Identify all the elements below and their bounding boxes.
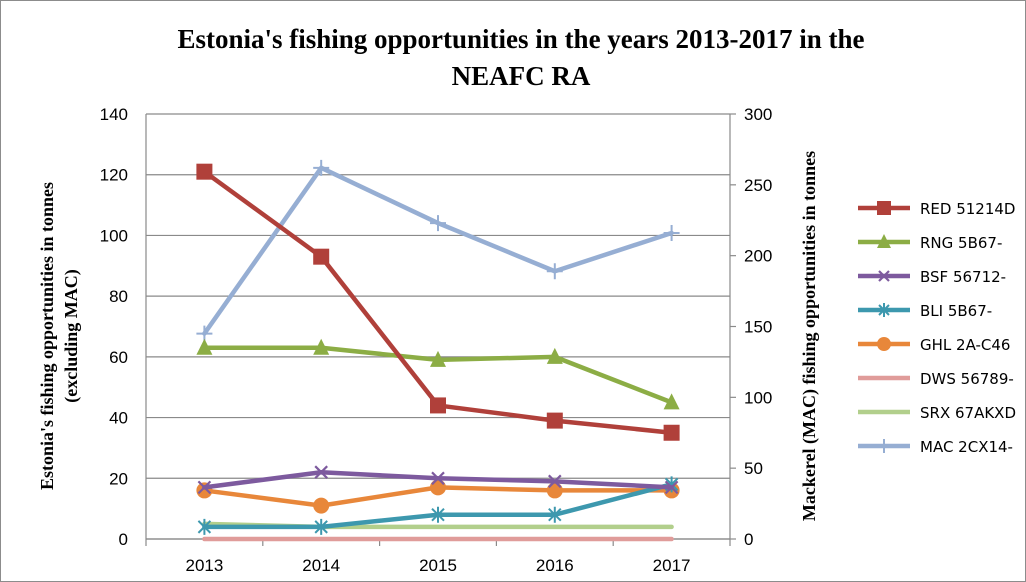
y-axis-left-label-line1: Estonia's fishing opportunities in tonne… xyxy=(37,182,57,490)
data-point xyxy=(430,397,446,414)
y-left-tick-label: 0 xyxy=(119,530,128,549)
legend-label: MAC 2CX14- xyxy=(920,438,1013,456)
x-tick-label: 2013 xyxy=(185,556,223,575)
data-point xyxy=(313,338,330,355)
legend-item: BLI 5B67- xyxy=(858,302,992,320)
gridlines xyxy=(146,113,730,540)
y-right-tick-label: 150 xyxy=(744,318,772,337)
data-point xyxy=(663,393,680,410)
data-point xyxy=(196,338,213,355)
data-point xyxy=(430,350,446,367)
legend-label: RED 51214D xyxy=(920,200,1016,218)
series-line xyxy=(202,165,674,336)
y-right-tick-label: 100 xyxy=(744,388,772,407)
legend-label: RNG 5B67- xyxy=(920,234,1002,252)
y-left-tick-label: 40 xyxy=(109,409,128,428)
data-point xyxy=(663,424,680,441)
data-point xyxy=(548,474,562,489)
legend-label: GHL 2A-C46 xyxy=(920,336,1010,354)
legend-label: SRX 67AKXD xyxy=(920,404,1016,422)
legend-item: GHL 2A-C46 xyxy=(858,336,1010,354)
data-point xyxy=(431,471,445,486)
y-axis-left-label-line2: (excluding MAC) xyxy=(61,269,82,403)
data-point xyxy=(197,518,212,535)
legend-label: BLI 5B67- xyxy=(920,302,992,320)
legend-item: BSF 56712- xyxy=(858,268,1006,286)
data-point xyxy=(430,479,446,496)
data-point xyxy=(877,439,891,453)
legend-item: RNG 5B67- xyxy=(858,234,1002,252)
data-point xyxy=(546,347,563,364)
y-right-tick-label: 50 xyxy=(744,459,763,478)
y-axis-right-label: Mackerel (MAC) fishing opportunities in … xyxy=(799,151,820,521)
legend: RED 51214D RNG 5B67- BSF 56712- BLI 5B67- GH… xyxy=(858,200,1016,456)
data-point xyxy=(314,518,328,535)
data-point xyxy=(313,248,330,265)
y-left-tick-label: 20 xyxy=(109,469,128,488)
chart-title-line2: NEAFC RA xyxy=(452,61,591,91)
x-tick-label: 2017 xyxy=(653,556,691,575)
legend-label: BSF 56712- xyxy=(920,268,1006,286)
data-point xyxy=(878,270,890,282)
series-line xyxy=(202,169,674,435)
axes: 0 20 40 60 80 100 120 140 0 50 100 150 200 250 300 2013… xyxy=(100,105,773,575)
x-tick-label: 2015 xyxy=(419,556,457,575)
data-point xyxy=(430,215,446,232)
y-right-tick-label: 300 xyxy=(744,105,772,124)
x-tick-label: 2016 xyxy=(536,556,574,575)
y-right-tick-label: 0 xyxy=(744,530,753,549)
data-point xyxy=(431,506,445,523)
y-left-tick-label: 140 xyxy=(100,105,128,124)
y-left-tick-label: 120 xyxy=(100,166,128,185)
data-point xyxy=(546,412,563,429)
y-left-tick-label: 100 xyxy=(100,226,128,245)
data-point xyxy=(877,234,891,248)
data-point xyxy=(313,497,330,514)
y-left-tick-label: 80 xyxy=(109,287,128,306)
y-right-tick-label: 200 xyxy=(744,247,772,266)
data-point xyxy=(314,465,328,479)
y-right-tick-label: 250 xyxy=(744,176,772,195)
data-point xyxy=(197,480,212,495)
data-point xyxy=(878,303,890,317)
data-point xyxy=(664,480,679,495)
legend-label: DWS 56789- xyxy=(920,370,1014,388)
series-ghl-2a-c46 xyxy=(196,479,680,514)
legend-item: DWS 56789- xyxy=(858,370,1014,388)
data-point xyxy=(313,159,330,176)
legend-item: SRX 67AKXD xyxy=(858,404,1016,422)
data-point xyxy=(546,482,563,499)
y-left-tick-label: 60 xyxy=(109,348,128,367)
legend-item: RED 51214D xyxy=(858,200,1016,218)
data-point xyxy=(546,263,563,280)
data-point xyxy=(877,201,891,215)
series-bsf-56712- xyxy=(197,465,679,495)
x-tick-label: 2014 xyxy=(302,556,340,575)
series-group xyxy=(196,159,680,542)
data-point xyxy=(196,163,213,180)
legend-item: MAC 2CX14- xyxy=(858,438,1013,456)
data-point xyxy=(548,506,562,523)
series-rng-5b67- xyxy=(196,338,680,410)
series-red-51214d xyxy=(196,163,680,441)
chart-title-line1: Estonia's fishing opportunities in the y… xyxy=(177,24,864,54)
data-point xyxy=(663,225,680,241)
series-mac-2cx14- xyxy=(196,159,680,342)
data-point xyxy=(877,337,891,351)
